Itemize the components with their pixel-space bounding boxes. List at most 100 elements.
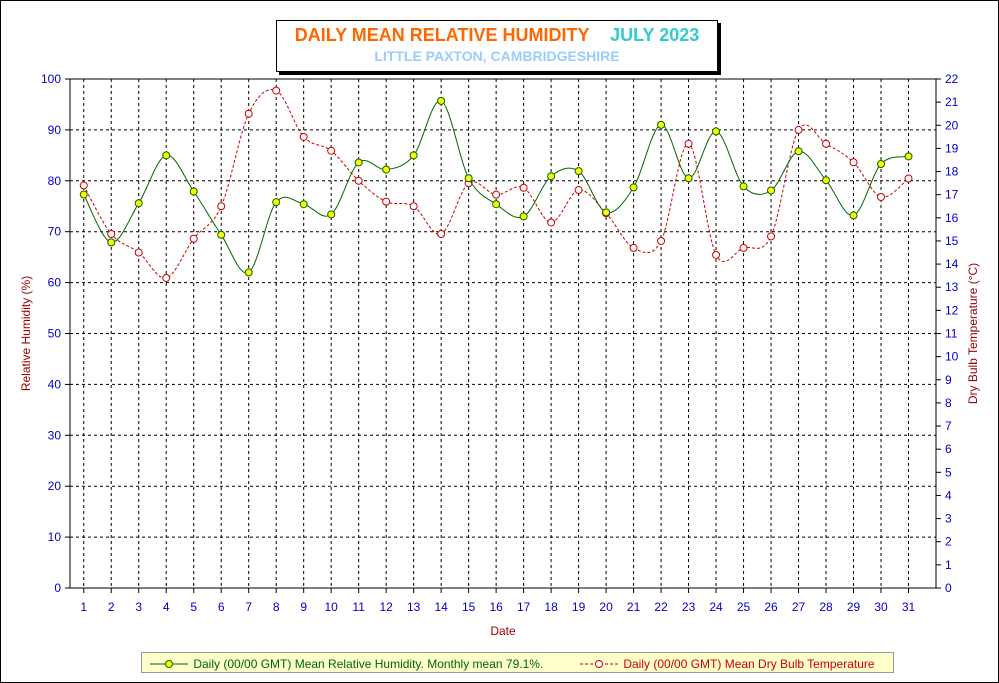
legend-swatch-humidity	[150, 659, 188, 668]
data-point-temperature	[189, 234, 198, 243]
data-point-temperature	[794, 125, 803, 134]
legend: Daily (00/00 GMT) Mean Relative Humidity…	[141, 652, 894, 673]
data-point-humidity	[79, 190, 88, 199]
data-point-temperature	[354, 176, 363, 185]
y-left-tick-label: 0	[54, 581, 61, 595]
data-point-humidity	[767, 186, 776, 195]
x-tick-label: 13	[407, 600, 421, 614]
data-point-temperature	[244, 109, 253, 118]
data-point-temperature	[437, 230, 446, 239]
data-point-humidity	[574, 167, 583, 176]
data-point-humidity	[354, 158, 363, 167]
y-right-tick-label: 5	[945, 465, 952, 479]
x-tick-label: 10	[324, 600, 338, 614]
data-point-humidity	[684, 174, 693, 183]
y-left-tick-label: 10	[48, 530, 62, 544]
y-right-tick-label: 0	[945, 581, 952, 595]
legend-label-humidity: Daily (00/00 GMT) Mean Relative Humidity…	[193, 656, 544, 671]
data-point-humidity	[602, 208, 611, 217]
y-right-tick-label: 13	[945, 280, 959, 294]
data-point-temperature	[162, 273, 171, 282]
chart-title-box: DAILY MEAN RELATIVE HUMIDITY JULY 2023 L…	[276, 20, 718, 72]
x-tick-label: 12	[379, 600, 393, 614]
y-right-tick-label: 22	[945, 72, 959, 86]
x-tick-label: 7	[245, 600, 252, 614]
x-tick-label: 22	[654, 600, 668, 614]
data-point-humidity	[162, 151, 171, 160]
data-point-humidity	[794, 147, 803, 156]
x-tick-label: 24	[709, 600, 723, 614]
data-point-humidity	[904, 152, 913, 161]
chart-title-line: DAILY MEAN RELATIVE HUMIDITY JULY 2023	[277, 25, 717, 46]
data-point-temperature	[382, 197, 391, 206]
data-point-humidity	[272, 198, 281, 207]
data-point-temperature	[327, 146, 336, 155]
data-point-temperature	[519, 183, 528, 192]
data-point-temperature	[574, 186, 583, 195]
data-point-temperature	[79, 181, 88, 190]
data-point-humidity	[822, 176, 831, 185]
x-tick-label: 30	[874, 600, 888, 614]
y-right-tick-label: 20	[945, 118, 959, 132]
y-right-tick-label: 8	[945, 396, 952, 410]
y-left-tick-label: 20	[48, 479, 62, 493]
y-left-tick-label: 50	[48, 327, 62, 341]
x-tick-label: 27	[792, 600, 806, 614]
y-right-tick-label: 11	[945, 327, 958, 341]
chart-subtitle: LITTLE PAXTON, CAMBRIDGESHIRE	[374, 48, 620, 64]
y-right-tick-label: 9	[945, 373, 952, 387]
data-point-humidity	[437, 96, 446, 105]
x-tick-label: 8	[273, 600, 280, 614]
y-left-tick-label: 80	[48, 174, 62, 188]
data-point-temperature	[877, 192, 886, 201]
x-tick-label: 19	[572, 600, 586, 614]
x-axis-label: Date	[490, 624, 516, 638]
data-point-temperature	[657, 236, 666, 245]
data-point-temperature	[272, 86, 281, 95]
data-point-temperature	[712, 250, 721, 259]
series-humidity	[79, 96, 913, 277]
data-point-temperature	[492, 190, 501, 199]
y-right-tick-label: 21	[945, 95, 959, 109]
data-point-temperature	[822, 139, 831, 148]
chart-title: DAILY MEAN RELATIVE HUMIDITY	[294, 25, 590, 45]
y-right-tick-label: 3	[945, 512, 952, 526]
data-point-humidity	[547, 172, 556, 181]
y-left-tick-label: 40	[48, 377, 62, 391]
x-tick-label: 11	[352, 600, 365, 614]
y-right-tick-label: 15	[945, 234, 959, 248]
data-point-temperature	[767, 232, 776, 241]
data-point-humidity	[217, 230, 226, 239]
y-left-tick-label: 70	[48, 225, 62, 239]
x-tick-label: 21	[627, 600, 641, 614]
x-tick-label: 15	[462, 600, 476, 614]
x-tick-label: 26	[764, 600, 778, 614]
x-tick-label: 14	[434, 600, 448, 614]
data-point-humidity	[712, 127, 721, 136]
x-tick-label: 25	[737, 600, 751, 614]
data-point-temperature	[217, 202, 226, 211]
data-point-temperature	[299, 132, 308, 141]
data-point-humidity	[189, 187, 198, 196]
x-tick-label: 1	[80, 600, 87, 614]
x-tick-label: 16	[489, 600, 503, 614]
chart-title-month: JULY 2023	[610, 25, 700, 45]
x-tick-label: 28	[819, 600, 833, 614]
legend-label-temperature: Daily (00/00 GMT) Mean Dry Bulb Temperat…	[623, 656, 875, 671]
x-tick-label: 18	[544, 600, 558, 614]
y-right-tick-label: 10	[945, 350, 959, 364]
data-point-humidity	[244, 268, 253, 277]
data-point-humidity	[134, 199, 143, 208]
data-point-humidity	[657, 120, 666, 129]
data-point-humidity	[409, 151, 418, 160]
x-tick-label: 31	[902, 600, 916, 614]
y-right-tick-label: 14	[945, 257, 959, 271]
y-right-tick-label: 2	[945, 535, 952, 549]
y-right-tick-label: 17	[945, 188, 959, 202]
data-point-temperature	[739, 243, 748, 252]
y-right-tick-label: 4	[945, 488, 952, 502]
x-tick-label: 23	[682, 600, 696, 614]
data-point-temperature	[684, 139, 693, 148]
data-point-humidity	[877, 160, 886, 169]
data-point-temperature	[134, 248, 143, 257]
